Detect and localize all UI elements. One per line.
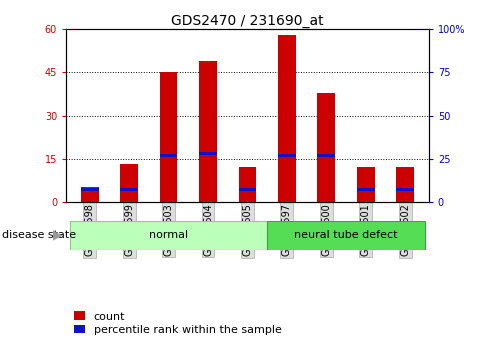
Title: GDS2470 / 231690_at: GDS2470 / 231690_at <box>171 14 324 28</box>
Bar <box>396 167 414 202</box>
Bar <box>239 167 256 202</box>
Bar <box>81 188 98 191</box>
Text: neural tube defect: neural tube defect <box>294 230 398 240</box>
Text: disease state: disease state <box>2 230 76 240</box>
Text: ▶: ▶ <box>53 229 63 242</box>
Bar <box>396 188 414 191</box>
Bar <box>121 188 138 191</box>
Bar <box>199 152 217 155</box>
Bar <box>357 167 374 202</box>
FancyBboxPatch shape <box>70 221 267 249</box>
Bar <box>357 188 374 191</box>
Bar <box>318 154 335 157</box>
Bar <box>239 188 256 191</box>
Bar <box>199 61 217 202</box>
Bar <box>160 154 177 157</box>
Text: normal: normal <box>149 230 188 240</box>
Legend: count, percentile rank within the sample: count, percentile rank within the sample <box>69 307 286 339</box>
Bar <box>318 92 335 202</box>
Bar <box>278 35 296 202</box>
Bar <box>160 72 177 202</box>
FancyBboxPatch shape <box>267 221 425 249</box>
Bar <box>121 165 138 202</box>
Bar <box>278 154 296 157</box>
Bar <box>81 187 98 202</box>
